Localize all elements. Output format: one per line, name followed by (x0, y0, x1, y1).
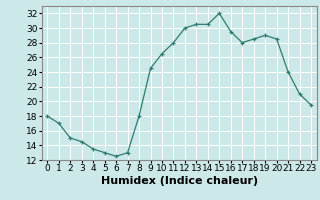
X-axis label: Humidex (Indice chaleur): Humidex (Indice chaleur) (100, 176, 258, 186)
